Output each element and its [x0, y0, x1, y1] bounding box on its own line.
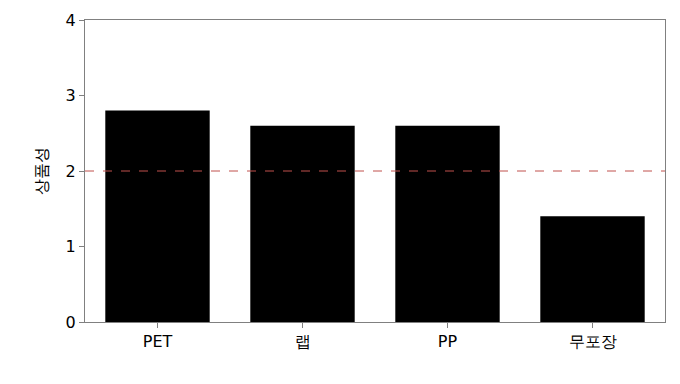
svg-text:0: 0	[66, 313, 76, 332]
svg-text:3: 3	[66, 86, 76, 105]
svg-text:랩: 랩	[295, 332, 311, 351]
svg-text:1: 1	[66, 237, 76, 256]
svg-text:PET: PET	[143, 332, 173, 351]
svg-text:2: 2	[66, 162, 76, 181]
svg-text:PP: PP	[438, 332, 458, 351]
svg-text:4: 4	[66, 11, 76, 30]
svg-text:상품성: 상품성	[32, 147, 51, 195]
svg-text:무포장: 무포장	[569, 332, 617, 351]
